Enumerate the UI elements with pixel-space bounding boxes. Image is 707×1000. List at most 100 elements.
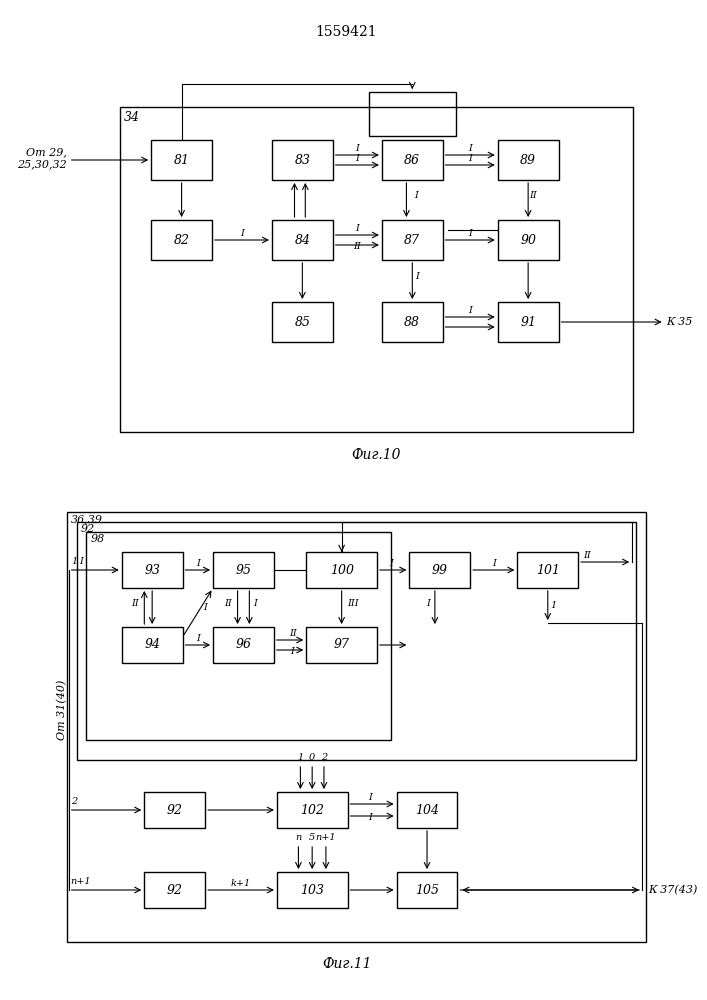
Text: II: II bbox=[583, 551, 591, 560]
Bar bbox=[122, 627, 182, 663]
Text: От 31(40): От 31(40) bbox=[57, 680, 67, 740]
Text: 88: 88 bbox=[404, 316, 420, 328]
Text: 104: 104 bbox=[415, 804, 439, 816]
Text: I: I bbox=[240, 229, 244, 238]
Bar bbox=[76, 522, 636, 760]
Text: I: I bbox=[468, 154, 472, 163]
Text: 105: 105 bbox=[415, 884, 439, 896]
Bar bbox=[382, 220, 443, 260]
Text: I: I bbox=[415, 272, 419, 281]
Text: 98: 98 bbox=[90, 534, 105, 544]
Text: 92: 92 bbox=[81, 524, 95, 534]
Bar bbox=[119, 107, 633, 432]
Bar bbox=[369, 92, 455, 136]
Bar bbox=[144, 792, 205, 828]
Text: I: I bbox=[203, 603, 206, 612]
Bar bbox=[498, 302, 559, 342]
Bar bbox=[151, 140, 212, 180]
Text: II: II bbox=[288, 629, 296, 638]
Text: II: II bbox=[529, 191, 537, 200]
Text: 96: 96 bbox=[235, 639, 252, 652]
Bar bbox=[498, 140, 559, 180]
Text: 85: 85 bbox=[294, 316, 310, 328]
Text: 1: 1 bbox=[297, 753, 303, 762]
Text: 2: 2 bbox=[71, 797, 77, 806]
Text: I: I bbox=[79, 557, 83, 566]
Bar bbox=[306, 627, 377, 663]
Text: III: III bbox=[348, 598, 359, 607]
Bar bbox=[272, 140, 333, 180]
Text: 93: 93 bbox=[144, 564, 160, 576]
Text: n: n bbox=[296, 833, 302, 842]
Text: 1559421: 1559421 bbox=[316, 25, 378, 39]
Text: 100: 100 bbox=[329, 564, 354, 576]
Text: 86: 86 bbox=[404, 153, 420, 166]
Bar bbox=[382, 302, 443, 342]
Text: 97: 97 bbox=[334, 639, 350, 652]
Bar bbox=[66, 512, 646, 942]
Bar bbox=[409, 552, 470, 588]
Text: II: II bbox=[354, 242, 361, 251]
Text: 91: 91 bbox=[520, 316, 536, 328]
Text: 82: 82 bbox=[174, 233, 189, 246]
Text: n+1: n+1 bbox=[71, 877, 91, 886]
Text: 101: 101 bbox=[536, 564, 560, 576]
Text: 1: 1 bbox=[551, 601, 557, 610]
Bar bbox=[122, 552, 182, 588]
Text: Фиг.11: Фиг.11 bbox=[322, 957, 371, 971]
Text: 83: 83 bbox=[294, 153, 310, 166]
Text: 2: 2 bbox=[321, 753, 327, 762]
Bar bbox=[382, 140, 443, 180]
Text: I: I bbox=[196, 559, 200, 568]
Text: II: II bbox=[131, 598, 139, 607]
Text: 92: 92 bbox=[167, 804, 182, 816]
Bar bbox=[397, 872, 457, 908]
Text: 103: 103 bbox=[300, 884, 325, 896]
Bar bbox=[306, 552, 377, 588]
Text: 92: 92 bbox=[167, 884, 182, 896]
Text: Фиг.10: Фиг.10 bbox=[351, 448, 401, 462]
Text: 99: 99 bbox=[432, 564, 448, 576]
Text: 102: 102 bbox=[300, 804, 325, 816]
Text: 87: 87 bbox=[404, 233, 420, 246]
Bar bbox=[518, 552, 578, 588]
Text: I: I bbox=[468, 144, 472, 153]
Text: 5: 5 bbox=[309, 833, 315, 842]
Text: I: I bbox=[426, 598, 430, 607]
Text: 90: 90 bbox=[520, 233, 536, 246]
Text: От 29,
25,30,32: От 29, 25,30,32 bbox=[17, 147, 66, 169]
Bar bbox=[213, 552, 274, 588]
Bar bbox=[277, 792, 348, 828]
Text: I: I bbox=[253, 598, 257, 607]
Text: I: I bbox=[356, 144, 359, 153]
Text: 0: 0 bbox=[309, 753, 315, 762]
Text: I: I bbox=[196, 634, 200, 643]
Text: I: I bbox=[468, 306, 472, 315]
Text: 94: 94 bbox=[144, 639, 160, 652]
Bar bbox=[144, 872, 205, 908]
Text: II: II bbox=[224, 598, 232, 607]
Text: I: I bbox=[356, 224, 359, 233]
Bar bbox=[498, 220, 559, 260]
Text: 95: 95 bbox=[235, 564, 252, 576]
Text: 34: 34 bbox=[124, 111, 140, 124]
Text: I: I bbox=[291, 647, 295, 656]
Text: I: I bbox=[468, 229, 472, 238]
Bar bbox=[272, 302, 333, 342]
Text: n+1: n+1 bbox=[315, 833, 337, 842]
Text: 89: 89 bbox=[520, 153, 536, 166]
Bar bbox=[151, 220, 212, 260]
Bar bbox=[213, 627, 274, 663]
Text: I: I bbox=[492, 559, 496, 568]
Text: I: I bbox=[414, 191, 418, 200]
Text: К 35: К 35 bbox=[667, 317, 693, 327]
Text: I: I bbox=[368, 793, 372, 802]
Text: 81: 81 bbox=[174, 153, 189, 166]
Text: I: I bbox=[389, 559, 392, 568]
Text: К 37(43): К 37(43) bbox=[648, 885, 697, 895]
Text: k+1: k+1 bbox=[231, 879, 251, 888]
Text: I: I bbox=[368, 813, 372, 822]
Bar bbox=[277, 872, 348, 908]
Text: 36,39: 36,39 bbox=[71, 514, 103, 524]
Text: 84: 84 bbox=[294, 233, 310, 246]
